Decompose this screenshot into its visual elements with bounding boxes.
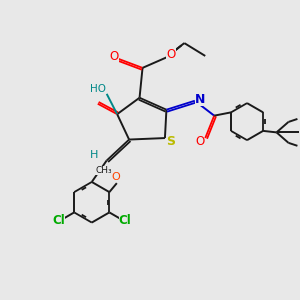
Text: HO: HO <box>90 84 106 94</box>
Text: Cl: Cl <box>118 214 131 227</box>
Text: O: O <box>166 48 176 61</box>
Text: N: N <box>195 93 206 106</box>
Text: S: S <box>166 135 175 148</box>
Text: H: H <box>90 150 98 160</box>
Text: O: O <box>195 134 205 148</box>
Text: CH₃: CH₃ <box>95 166 112 175</box>
Text: O: O <box>111 172 120 182</box>
Text: O: O <box>110 50 119 63</box>
Text: Cl: Cl <box>52 214 65 227</box>
